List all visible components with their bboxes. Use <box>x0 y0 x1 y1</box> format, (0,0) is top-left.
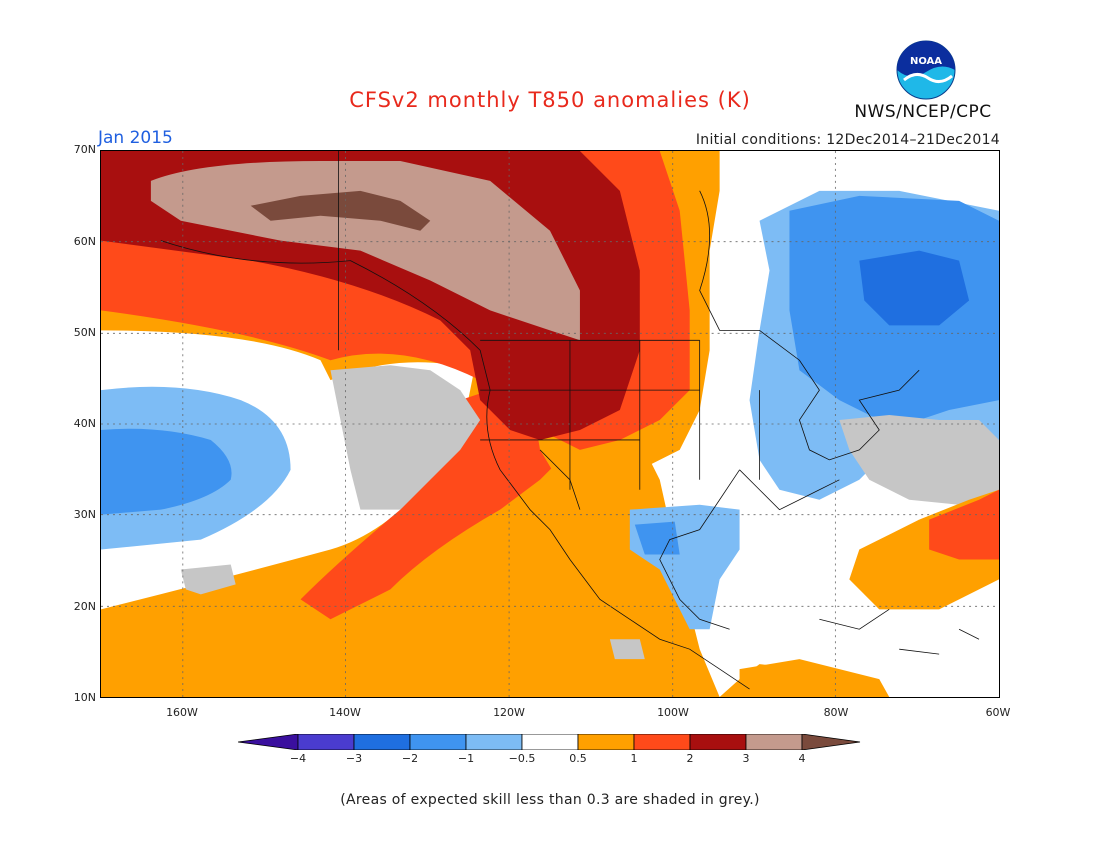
lon-label: 100W <box>657 706 689 719</box>
colorbar-segment <box>465 734 523 750</box>
footnote: (Areas of expected skill less than 0.3 a… <box>340 792 760 808</box>
grey-pacific <box>330 365 481 510</box>
forecast-month: Jan 2015 <box>98 128 173 148</box>
colorbar-segment <box>238 734 299 750</box>
colorbar-segment <box>801 734 861 750</box>
anomaly-map <box>100 150 1000 698</box>
colorbar-label: 2 <box>686 752 694 765</box>
grey-east <box>839 415 999 505</box>
map-title: CFSv2 monthly T850 anomalies (K) <box>349 88 751 112</box>
colorbar-segment <box>689 734 747 750</box>
colorbar-label: −0.5 <box>508 752 536 765</box>
lat-label: 70N <box>73 143 96 156</box>
coastlines <box>160 151 980 690</box>
colorbar-segment <box>409 734 467 750</box>
noaa-logo-icon: NOAA <box>896 40 956 100</box>
logo-text: NOAA <box>910 56 942 67</box>
colorbar-label: 0.5 <box>569 752 587 765</box>
grey-hawaii <box>180 564 236 595</box>
lat-label: 40N <box>73 417 96 430</box>
lat-label: 60N <box>73 235 96 248</box>
darkblue-east <box>859 250 970 326</box>
lon-label: 80W <box>823 706 849 719</box>
colorbar-label: 1 <box>630 752 638 765</box>
brown-core <box>250 190 431 231</box>
lat-label: 30N <box>73 508 96 521</box>
colorbar-label: −3 <box>345 752 363 765</box>
lat-label: 20N <box>73 600 96 613</box>
lon-label: 120W <box>493 706 525 719</box>
lon-label: 160W <box>166 706 198 719</box>
red-caribbean <box>929 489 999 560</box>
orange-sw-carib <box>739 659 890 697</box>
colorbar-segment <box>633 734 691 750</box>
colorbar-label: −1 <box>457 752 475 765</box>
colorbar-segment <box>297 734 355 750</box>
blue-gulf <box>634 521 680 555</box>
colorbar-segment <box>353 734 411 750</box>
lat-label: 10N <box>73 691 96 704</box>
lon-label: 140W <box>329 706 361 719</box>
agency-label: NWS/NCEP/CPC <box>854 102 992 122</box>
colorbar <box>238 734 861 750</box>
grey-central <box>609 639 645 660</box>
colorbar-segment <box>745 734 803 750</box>
lon-label: 60W <box>985 706 1011 719</box>
lat-label: 50N <box>73 326 96 339</box>
colorbar-label: 3 <box>742 752 750 765</box>
blue-pacific <box>101 428 232 515</box>
colorbar-label: −4 <box>289 752 307 765</box>
colorbar-segment <box>577 734 635 750</box>
colorbar-label: −2 <box>401 752 419 765</box>
colorbar-label: 4 <box>798 752 806 765</box>
colorbar-segment <box>521 734 579 750</box>
initial-conditions: Initial conditions: 12Dec2014–21Dec2014 <box>695 132 1000 148</box>
gridlines <box>101 151 999 697</box>
